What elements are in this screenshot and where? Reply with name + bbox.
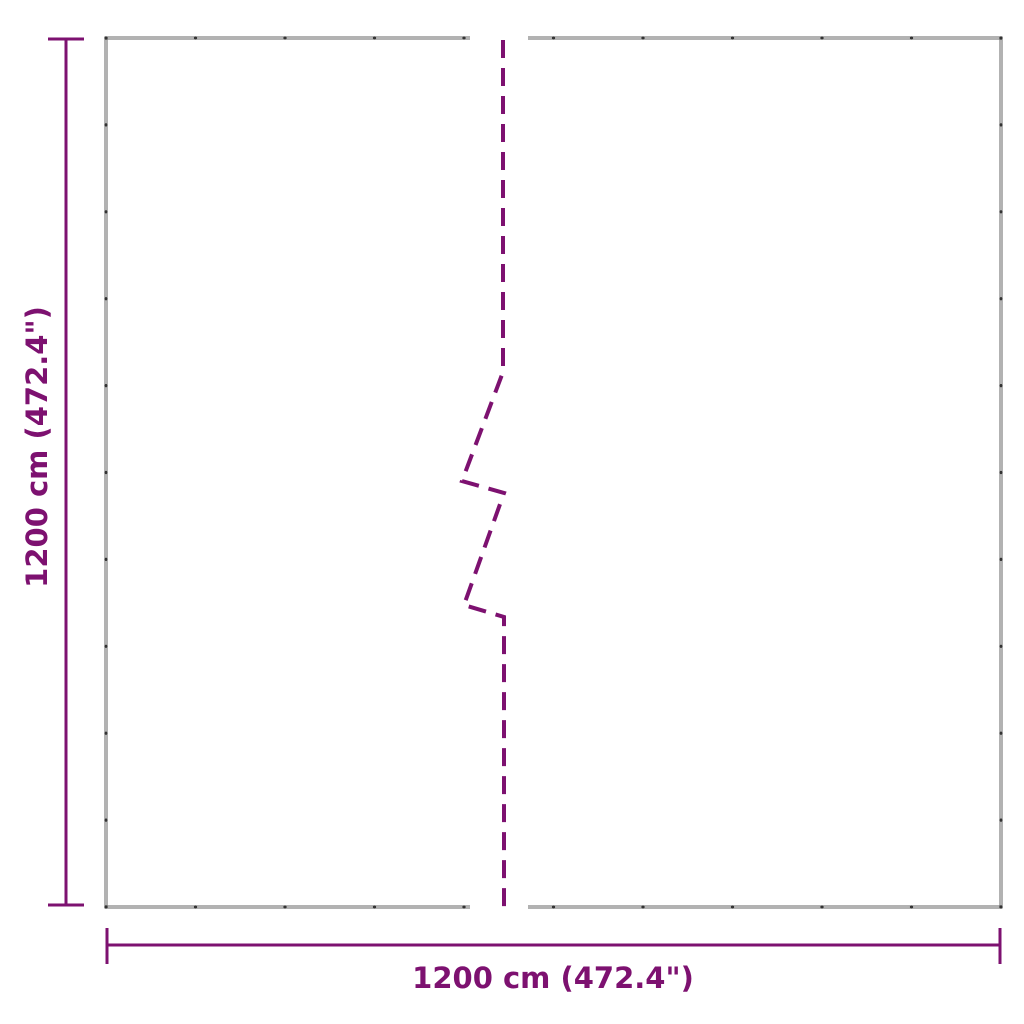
eyelets xyxy=(104,36,1003,909)
eyelet xyxy=(999,36,1003,40)
height-label: 1200 cm (472.4") xyxy=(20,306,54,588)
eyelet xyxy=(551,905,556,909)
eyelet xyxy=(104,731,108,735)
width-dimension-line xyxy=(105,928,1002,964)
eyelet xyxy=(104,210,108,214)
eyelet xyxy=(999,731,1003,735)
eyelet xyxy=(999,905,1003,909)
eyelet xyxy=(104,36,108,40)
eyelet xyxy=(283,36,287,40)
eyelet xyxy=(730,905,735,909)
eyelet xyxy=(641,36,645,40)
eyelet xyxy=(104,644,108,648)
eyelet xyxy=(730,36,735,40)
tarp-frame xyxy=(104,36,1003,909)
eyelet xyxy=(999,644,1003,648)
eyelet xyxy=(462,905,466,909)
eyelet xyxy=(104,557,108,562)
eyelet xyxy=(193,905,198,909)
eyelet xyxy=(999,384,1003,388)
eyelet xyxy=(999,123,1003,127)
eyelet xyxy=(999,557,1003,562)
eyelet xyxy=(641,905,645,909)
eyelet xyxy=(999,470,1003,475)
eyelet xyxy=(820,36,824,40)
eyelet xyxy=(999,210,1003,214)
eyelet xyxy=(909,36,914,40)
eyelet xyxy=(104,297,108,301)
eyelet xyxy=(104,123,108,127)
height-dimension-line xyxy=(48,37,84,907)
tarp-frame-inner xyxy=(105,37,1002,908)
eyelet xyxy=(372,905,377,909)
eyelet xyxy=(551,36,556,40)
eyelet xyxy=(909,905,914,909)
eyelet xyxy=(462,36,466,40)
eyelet xyxy=(999,297,1003,301)
eyelet xyxy=(372,36,377,40)
eyelet xyxy=(104,470,108,475)
eyelet xyxy=(820,905,824,909)
eyelet xyxy=(104,905,108,909)
eyelet xyxy=(193,36,198,40)
eyelet xyxy=(999,818,1003,822)
eyelet xyxy=(104,818,108,822)
cut-line-dashed xyxy=(459,40,507,912)
eyelet xyxy=(283,905,287,909)
width-label: 1200 cm (472.4") xyxy=(412,961,694,995)
eyelet xyxy=(104,384,108,388)
